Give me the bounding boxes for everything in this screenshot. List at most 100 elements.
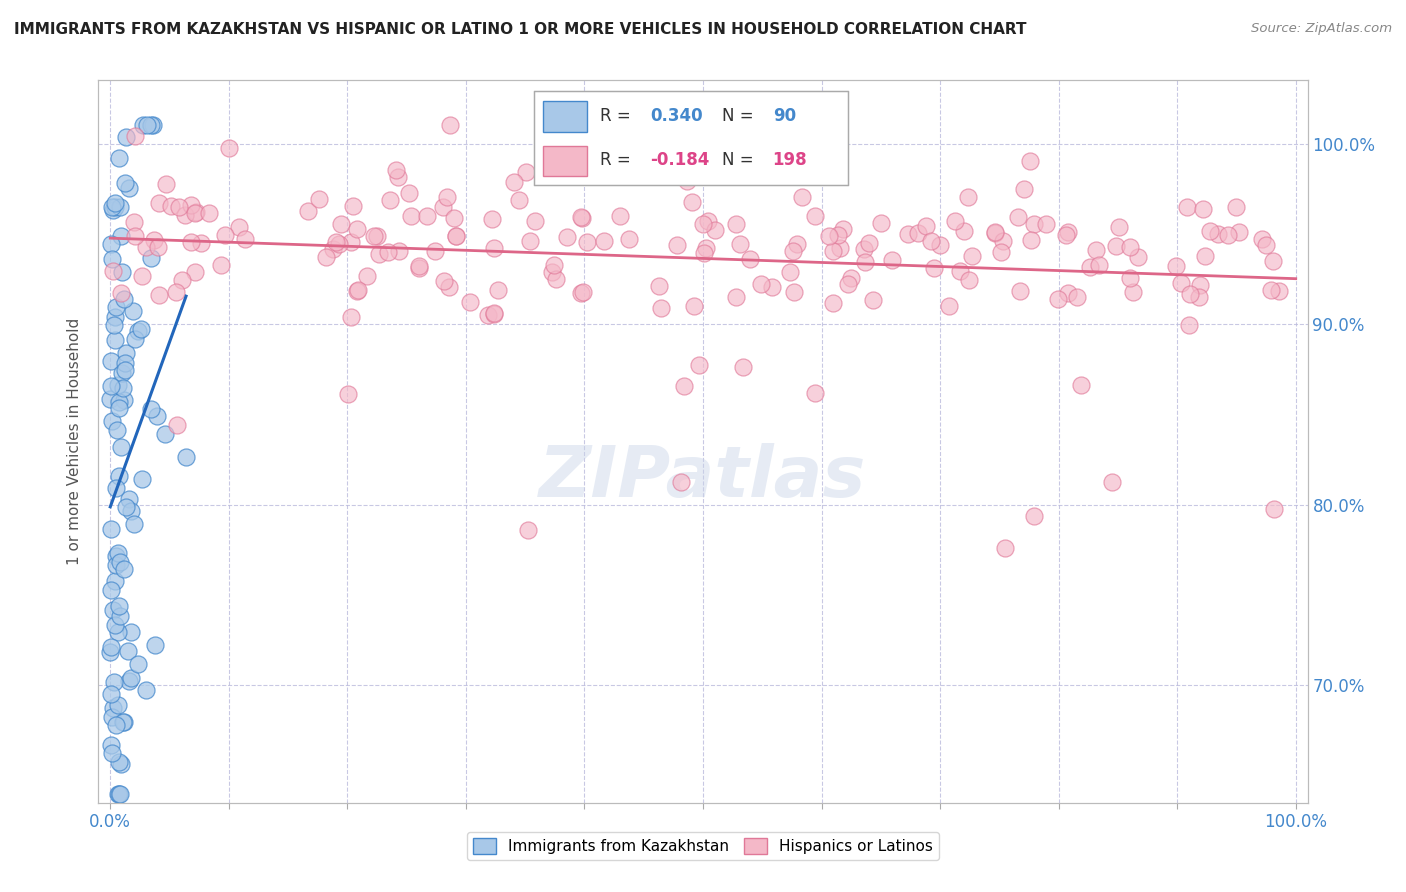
Point (433, 274, 456, 288)
Y-axis label: 1 or more Vehicles in Household: 1 or more Vehicles in Household (67, 318, 83, 566)
Point (114, 356, 136, 370)
Point (114, 363, 136, 377)
Point (101, 252, 124, 267)
Point (1008, 284, 1031, 298)
Point (328, 236, 350, 251)
Point (458, 294, 481, 309)
Point (672, 378, 695, 392)
Point (107, 787, 129, 801)
Point (167, 200, 190, 214)
Point (524, 214, 547, 228)
Point (124, 228, 146, 243)
Point (1170, 276, 1192, 290)
Point (1105, 239, 1128, 253)
Point (920, 235, 942, 249)
Point (108, 608, 131, 623)
Point (139, 401, 162, 416)
Point (108, 151, 131, 165)
Point (943, 213, 966, 227)
Point (609, 159, 631, 173)
Point (131, 268, 153, 283)
Point (804, 385, 827, 400)
Point (484, 306, 506, 320)
Point (841, 271, 863, 285)
Point (683, 300, 706, 314)
Point (112, 561, 135, 575)
Point (897, 227, 920, 241)
Point (1019, 233, 1042, 247)
Point (803, 209, 825, 223)
Point (1035, 217, 1057, 231)
Point (557, 230, 579, 244)
Point (104, 196, 127, 211)
Point (648, 279, 671, 293)
Point (724, 217, 747, 231)
Point (136, 119, 159, 133)
Point (105, 301, 128, 315)
Point (1175, 200, 1198, 214)
Point (101, 746, 124, 760)
Point (98, 645, 121, 659)
Point (1066, 290, 1088, 304)
Point (569, 286, 592, 301)
Point (103, 318, 125, 333)
Point (330, 217, 353, 231)
Point (385, 162, 408, 177)
Point (197, 206, 219, 220)
Point (141, 119, 163, 133)
Point (107, 599, 129, 613)
Point (858, 236, 880, 251)
Point (100, 522, 122, 536)
Point (103, 264, 125, 278)
Point (107, 546, 129, 560)
Point (853, 255, 876, 269)
Point (1119, 271, 1142, 285)
Point (681, 195, 703, 210)
Point (695, 241, 717, 255)
Point (408, 261, 430, 276)
Point (114, 176, 136, 190)
Point (107, 401, 129, 415)
Point (325, 235, 347, 249)
Point (693, 246, 716, 260)
Point (544, 272, 567, 286)
Point (340, 310, 363, 325)
Point (112, 715, 135, 730)
Point (108, 394, 131, 409)
Point (962, 249, 984, 263)
Point (112, 714, 135, 729)
Point (1122, 285, 1144, 299)
Point (101, 701, 124, 715)
Point (1198, 224, 1220, 238)
Point (443, 211, 465, 226)
Point (439, 119, 461, 133)
Point (1054, 228, 1077, 243)
Point (107, 624, 129, 639)
Point (928, 237, 950, 252)
Point (115, 345, 138, 359)
Point (115, 500, 138, 514)
Point (852, 242, 875, 256)
Point (593, 234, 616, 248)
Point (100, 738, 122, 752)
Point (190, 235, 212, 250)
Point (953, 224, 976, 238)
Point (1128, 250, 1150, 264)
Point (676, 174, 699, 188)
Point (117, 644, 139, 658)
Point (100, 236, 122, 251)
Point (728, 237, 751, 252)
Point (790, 189, 813, 203)
Point (1007, 211, 1029, 225)
Point (184, 204, 207, 219)
Point (747, 155, 769, 169)
Point (408, 259, 430, 273)
Point (107, 378, 129, 392)
Point (832, 222, 855, 236)
Point (697, 214, 720, 228)
Point (1178, 286, 1201, 301)
Point (180, 235, 202, 249)
Point (346, 283, 368, 297)
Point (1070, 378, 1092, 392)
Point (105, 423, 128, 437)
